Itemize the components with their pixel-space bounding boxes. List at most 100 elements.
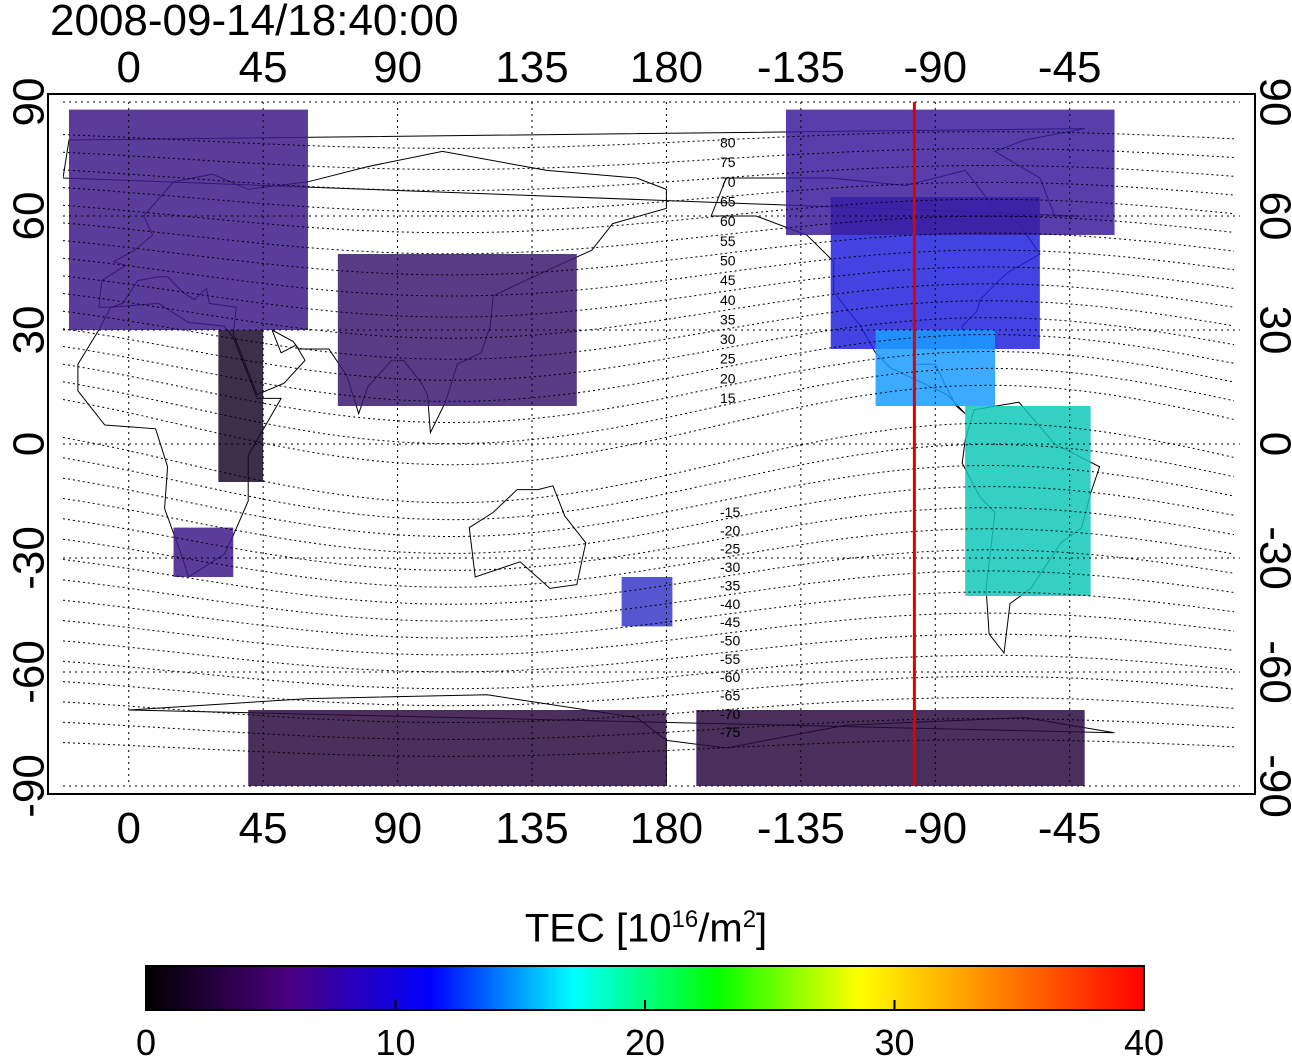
contour-label: 60 xyxy=(720,213,736,229)
colorbar-title-unit-exponent: 2 xyxy=(742,906,757,933)
tec-data-patches xyxy=(68,109,1115,786)
colorbar-tick-label: 20 xyxy=(625,1022,665,1057)
tec-asia xyxy=(337,254,577,406)
x-tick-label-top: -45 xyxy=(1038,43,1102,92)
contour-label: -35 xyxy=(720,577,740,593)
x-tick-label-top: -90 xyxy=(903,43,967,92)
x-tick-label-bottom: -135 xyxy=(757,804,845,853)
contour-label: -70 xyxy=(720,706,740,722)
x-tick-label-top: 0 xyxy=(116,43,140,92)
contour-label: 15 xyxy=(720,390,736,406)
y-tick-label-right: -30 xyxy=(1250,526,1292,590)
contour-label: 55 xyxy=(720,233,736,249)
colorbar-tick-label: 0 xyxy=(136,1022,156,1057)
colorbar-title-main: TEC [10 xyxy=(524,906,672,951)
contour-line xyxy=(63,351,1235,423)
x-tick-label-bottom: 90 xyxy=(373,804,422,853)
colorbar-tick-label: 40 xyxy=(1124,1022,1164,1057)
contour-label: -30 xyxy=(720,559,740,575)
colorbar-title: TEC [1016/m2] xyxy=(0,906,1292,951)
colorbar-tick-label: 30 xyxy=(874,1022,914,1057)
y-tick-label-left: 60 xyxy=(5,192,54,241)
contour-line xyxy=(63,486,1235,554)
x-tick-label-bottom: -90 xyxy=(903,804,967,853)
tec-europe xyxy=(68,109,308,330)
colorbar-title-exponent: 16 xyxy=(671,906,699,933)
contour-line xyxy=(63,633,1235,673)
contour-label: 20 xyxy=(720,370,736,386)
map-border xyxy=(47,93,1256,795)
figure-title: 2008-09-14/18:40:00 xyxy=(50,0,459,45)
x-tick-label-top: 90 xyxy=(373,43,422,92)
contour-line xyxy=(63,718,1235,740)
map-tick-labels: 0 0 45 45 90 90 135 135 180 180 -135 -135 -90 -90 -45 -… xyxy=(5,43,1292,853)
colorbar-title-unit: /m xyxy=(698,906,743,951)
contour-label: -55 xyxy=(720,651,740,667)
contour-label: -40 xyxy=(720,596,740,612)
contour-label: 40 xyxy=(720,292,736,308)
magnetic-latitude-contours xyxy=(63,131,1235,757)
map-frame xyxy=(47,93,1256,795)
x-tick-label-bottom: 180 xyxy=(630,804,703,853)
y-tick-label-left: -30 xyxy=(5,526,54,590)
y-tick-label-right: 90 xyxy=(1250,78,1292,127)
contour-line xyxy=(63,266,1235,318)
contour-label: -75 xyxy=(720,724,740,740)
y-tick-label-right: -60 xyxy=(1250,640,1292,704)
contour-label: 30 xyxy=(720,331,736,347)
x-tick-label-top: -135 xyxy=(757,43,845,92)
y-tick-label-right: 0 xyxy=(1250,432,1292,456)
y-tick-label-left: 30 xyxy=(5,306,54,355)
contour-line xyxy=(63,697,1235,723)
contour-label: 25 xyxy=(720,351,736,367)
contour-line xyxy=(63,334,1235,402)
contour-line xyxy=(63,232,1235,276)
y-tick-label-right: 30 xyxy=(1250,306,1292,355)
y-tick-label-right: -90 xyxy=(1250,754,1292,818)
x-tick-label-bottom: 135 xyxy=(495,804,568,853)
contour-line xyxy=(63,654,1235,690)
contour-line xyxy=(63,165,1235,191)
contour-label: -45 xyxy=(720,614,740,630)
contour-line xyxy=(63,181,1235,213)
tec-africa-east xyxy=(218,330,264,482)
contour-label: 65 xyxy=(720,194,736,210)
map-grid xyxy=(63,101,1240,787)
x-tick-label-top: 45 xyxy=(239,43,288,92)
contour-line xyxy=(63,198,1235,234)
contour-label: -15 xyxy=(720,504,740,520)
colorbar: 0 10 20 30 40 xyxy=(136,965,1164,1057)
contour-line xyxy=(63,249,1235,297)
contour-line xyxy=(63,591,1235,639)
contour-label: -20 xyxy=(720,522,740,538)
x-tick-label-top: 135 xyxy=(495,43,568,92)
y-tick-label-left: 0 xyxy=(5,432,54,456)
x-tick-label-bottom: 0 xyxy=(116,804,140,853)
contour-line xyxy=(63,317,1235,381)
y-tick-label-right: 60 xyxy=(1250,192,1292,241)
contour-label: 80 xyxy=(720,135,736,151)
contour-label: -65 xyxy=(720,688,740,704)
y-tick-label-left: -60 xyxy=(5,640,54,704)
tec-antarctica-west xyxy=(248,710,667,786)
coast-australia xyxy=(468,485,587,589)
contour-line xyxy=(63,612,1235,656)
tec-south-america xyxy=(965,406,1091,596)
contour-label: 70 xyxy=(720,174,736,190)
contour-line xyxy=(63,131,1235,149)
contour-label: 75 xyxy=(720,154,736,170)
x-tick-label-bottom: 45 xyxy=(239,804,288,853)
colorbar-tick-label: 10 xyxy=(375,1022,415,1057)
contour-label: 45 xyxy=(720,272,736,288)
contour-line xyxy=(63,739,1235,757)
tec-new-zealand xyxy=(621,577,673,627)
contour-line xyxy=(63,148,1235,170)
tec-south-africa xyxy=(173,527,234,577)
contour-line xyxy=(63,215,1235,255)
contour-labels: 80 75 70 65 60 55 50 45 40 35 30 25 20 15 -15 -20 -25 -30… xyxy=(720,135,740,741)
contour-line xyxy=(63,570,1235,622)
x-tick-label-top: 180 xyxy=(630,43,703,92)
y-tick-label-left: 90 xyxy=(5,78,54,127)
